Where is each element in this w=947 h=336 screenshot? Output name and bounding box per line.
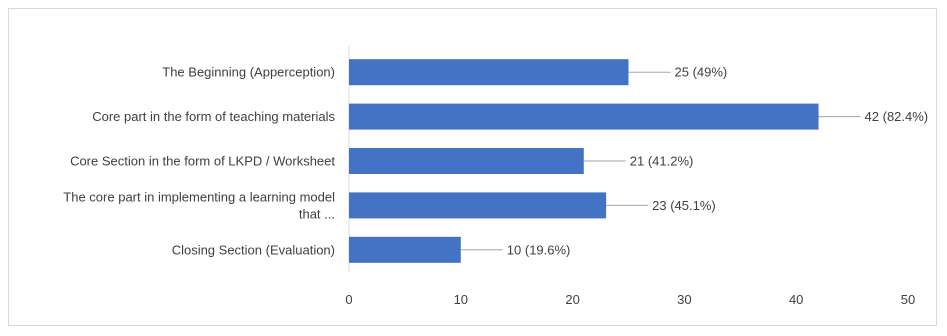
data-label: 21 (41.2%) bbox=[630, 154, 694, 169]
category-label: Closing Section (Evaluation) bbox=[172, 242, 335, 257]
category-label: The Beginning (Apperception) bbox=[162, 65, 335, 80]
bar bbox=[349, 148, 584, 174]
x-tick-label: 30 bbox=[677, 292, 691, 307]
x-tick-label: 40 bbox=[789, 292, 803, 307]
leader-lines bbox=[460, 71, 861, 251]
category-label: Core part in the form of teaching materi… bbox=[92, 109, 335, 124]
bar bbox=[349, 192, 607, 219]
x-tick-label: 50 bbox=[901, 292, 915, 307]
bars bbox=[349, 59, 819, 263]
data-label: 25 (49%) bbox=[675, 65, 728, 80]
x-tick-labels: 0 10 20 30 40 50 bbox=[345, 292, 915, 307]
data-label: 42 (82.4%) bbox=[865, 109, 929, 124]
bar bbox=[349, 59, 629, 86]
x-tick-label: 20 bbox=[565, 292, 579, 307]
x-tick-label: 10 bbox=[454, 292, 468, 307]
category-label: The core part in implementing a learning… bbox=[63, 189, 335, 204]
x-tick-label: 0 bbox=[345, 292, 352, 307]
bar bbox=[349, 103, 819, 130]
data-label: 10 (19.6%) bbox=[507, 242, 571, 257]
category-labels: The Beginning (Apperception) Core part in… bbox=[63, 65, 335, 258]
data-label: 23 (45.1%) bbox=[652, 198, 716, 213]
category-label: that ... bbox=[299, 206, 335, 221]
data-labels: 25 (49%) 42 (82.4%) 21 (41.2%) 23 (45.1%) 10… bbox=[507, 65, 928, 258]
bar bbox=[349, 236, 461, 263]
category-label: Core Section in the form of LKPD / Works… bbox=[70, 154, 335, 169]
